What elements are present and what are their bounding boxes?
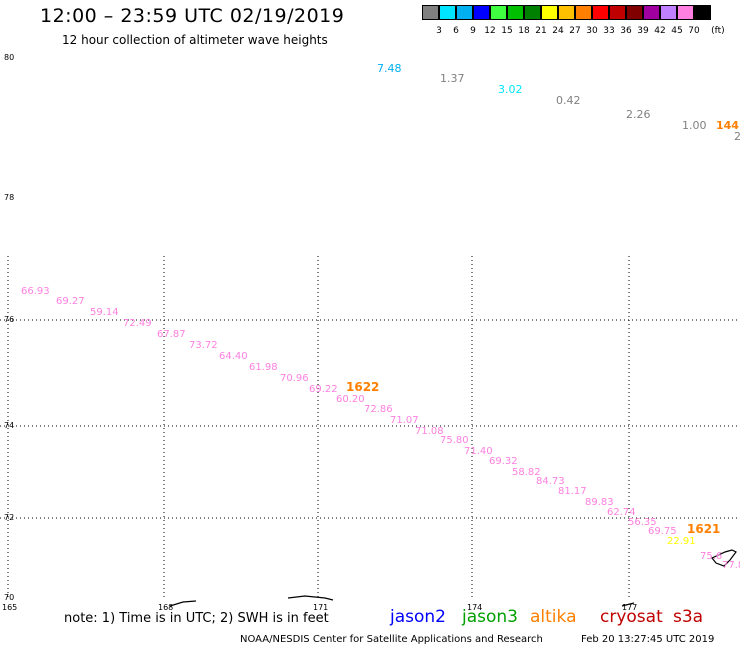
latitude-label: 80 <box>4 53 14 62</box>
swh-value: 7.48 <box>377 62 402 75</box>
longitude-label: 168 <box>158 603 173 612</box>
longitude-label: 174 <box>467 603 482 612</box>
satellite-jason3: jason3 <box>462 607 518 627</box>
legend-label: 24 <box>552 26 564 36</box>
swh-value: 77.8 <box>722 560 740 571</box>
legend-swatch <box>660 5 677 20</box>
legend-swatch <box>524 5 541 20</box>
legend-swatch <box>490 5 507 20</box>
swh-value: 66.93 <box>21 286 50 297</box>
swh-value: 144 <box>716 119 739 132</box>
swh-value: 69.32 <box>489 456 518 467</box>
legend-label: 3 <box>436 26 442 36</box>
swh-value: 62.74 <box>607 507 636 518</box>
longitude-label: 171 <box>313 603 328 612</box>
legend-unit: (ft) <box>711 26 725 36</box>
swh-value: 2 <box>734 130 740 143</box>
legend-label: 33 <box>603 26 615 36</box>
legend-label: 45 <box>671 26 683 36</box>
legend-label: 9 <box>470 26 476 36</box>
swh-value: 71.40 <box>464 446 493 457</box>
footer-note: note: 1) Time is in UTC; 2) SWH is in fe… <box>64 611 329 626</box>
swh-value: 75.80 <box>440 435 469 446</box>
swh-value: 69.22 <box>309 384 338 395</box>
swh-value: 61.98 <box>249 362 278 373</box>
legend-label: 18 <box>518 26 530 36</box>
legend-swatch <box>626 5 643 20</box>
map-subtitle: 12 hour collection of altimeter wave hei… <box>62 33 328 47</box>
swh-value: 71.08 <box>415 426 444 437</box>
swh-value: 70.96 <box>280 373 309 384</box>
swh-value: 60.20 <box>336 394 365 405</box>
coastline <box>711 549 737 567</box>
credit-line: NOAA/NESDIS Center for Satellite Applica… <box>240 634 543 645</box>
swh-value: 59.14 <box>90 307 119 318</box>
pass-time-label: 1621 <box>687 522 720 536</box>
legend-label: 30 <box>586 26 598 36</box>
swh-value: 0.42 <box>556 94 581 107</box>
pass-time-label: 1622 <box>346 380 379 394</box>
legend-label: 39 <box>637 26 649 36</box>
legend-swatch <box>473 5 490 20</box>
latitude-label: 72 <box>4 513 14 522</box>
legend-swatch <box>609 5 626 20</box>
legend-label: 42 <box>654 26 666 36</box>
legend-swatch <box>592 5 609 20</box>
swh-value: 22.91 <box>667 536 696 547</box>
legend-label: 36 <box>620 26 632 36</box>
coastline <box>621 602 635 607</box>
swh-value: 84.73 <box>536 476 565 487</box>
legend-label: 27 <box>569 26 581 36</box>
legend-label: 21 <box>535 26 547 36</box>
longitude-label: 177 <box>622 603 637 612</box>
swh-value: 72.86 <box>364 404 393 415</box>
legend-swatch <box>422 5 439 20</box>
swh-value: 69.27 <box>56 296 85 307</box>
map-title: 12:00 – 23:59 UTC 02/19/2019 <box>40 5 345 27</box>
swh-value: 72.49 <box>123 318 152 329</box>
legend-swatch <box>456 5 473 20</box>
legend-label: 12 <box>484 26 496 36</box>
satellite-s3a: s3a <box>673 607 704 627</box>
legend-label: 6 <box>453 26 459 36</box>
legend-swatch <box>677 5 694 20</box>
generation-timestamp: Feb 20 13:27:45 UTC 2019 <box>581 634 715 645</box>
legend-swatch <box>558 5 575 20</box>
swh-value: 69.75 <box>648 526 677 537</box>
swh-value: 3.02 <box>498 83 523 96</box>
latitude-label: 78 <box>4 193 14 202</box>
latitude-label: 70 <box>4 593 14 602</box>
swh-value: 58.82 <box>512 467 541 478</box>
swh-value: 67.87 <box>157 329 186 340</box>
swh-value: 81.17 <box>558 486 587 497</box>
legend-swatch <box>439 5 456 20</box>
swh-value: 1.00 <box>682 119 707 132</box>
swh-value: 71.07 <box>390 415 419 426</box>
swh-value: 2.26 <box>626 108 651 121</box>
legend-swatch <box>507 5 524 20</box>
coastline <box>169 600 197 607</box>
satellite-cryosat: cryosat <box>600 607 663 627</box>
coastline <box>287 595 334 601</box>
legend-swatch <box>694 5 711 20</box>
swh-value: 75.6 <box>700 551 722 562</box>
satellite-altika: altika <box>530 607 577 627</box>
satellite-jason2: jason2 <box>390 607 446 627</box>
swh-value: 73.72 <box>189 340 218 351</box>
swh-value: 89.83 <box>585 497 614 508</box>
longitude-label: 165 <box>2 603 17 612</box>
swh-value: 64.40 <box>219 351 248 362</box>
legend-swatch <box>643 5 660 20</box>
latitude-label: 74 <box>4 421 14 430</box>
legend-swatch <box>575 5 592 20</box>
swh-value: 1.37 <box>440 72 465 85</box>
legend-label: 70 <box>688 26 700 36</box>
legend-swatch <box>541 5 558 20</box>
swh-value: 56.35 <box>628 517 657 528</box>
latitude-label: 76 <box>4 315 14 324</box>
legend-label: 15 <box>501 26 513 36</box>
